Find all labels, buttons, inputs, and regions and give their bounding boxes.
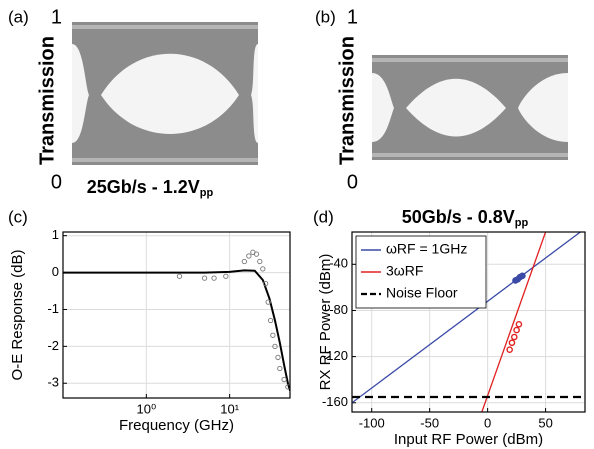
data-point (507, 347, 512, 352)
x-axis-label: Frequency (GHz) (119, 417, 234, 434)
legend-label: 3ωRF (386, 263, 423, 279)
data-point (261, 267, 265, 271)
data-point (516, 322, 521, 327)
legend-label: ωRF = 1GHz (386, 241, 467, 257)
y-tick-label: 0 (347, 171, 358, 193)
y-tick-label: -1 (47, 301, 59, 316)
caption-subscript: pp (515, 217, 529, 229)
legend: ωRF = 1GHz 3ωRF Noise Floor (356, 236, 486, 308)
data-point (278, 366, 282, 370)
y-tick-label: 0 (51, 171, 62, 193)
legend-label: Noise Floor (386, 285, 458, 301)
eye-rail (72, 158, 258, 162)
data-point (212, 276, 216, 280)
y-tick-label: -3 (47, 375, 59, 390)
panel-label: (b) (315, 7, 336, 26)
eye-rail (72, 25, 258, 29)
y-axis-label: O-E Response (dB) (9, 250, 26, 381)
figure: (a)01Transmission25Gb/s - 1.2Vpp(b)01Tra… (0, 0, 594, 449)
series-line (63, 270, 290, 390)
data-point (202, 276, 206, 280)
data-point (258, 259, 262, 263)
data-point (254, 252, 258, 256)
caption-subscript: pp (200, 187, 214, 199)
data-point (509, 340, 514, 345)
eye-diagram (72, 22, 258, 165)
data-point (514, 327, 519, 332)
plot-frame (63, 232, 290, 398)
data-point (268, 318, 272, 322)
data-point (242, 259, 246, 263)
data-point (520, 273, 525, 278)
data-point (271, 333, 275, 337)
data-point (224, 274, 228, 278)
y-tick-label: 1 (52, 227, 59, 242)
eye-diagram (372, 55, 568, 160)
caption-text: 25Gb/s - 1.2V (87, 177, 200, 197)
panel-label: (d) (313, 207, 334, 226)
y-tick-label: -2 (47, 338, 59, 353)
data-point (282, 377, 286, 381)
y-axis-label: Transmission (36, 36, 58, 165)
series-line (482, 232, 546, 412)
panel-label: (c) (8, 207, 28, 226)
y-tick-label: -160 (322, 394, 348, 409)
x-tick-label: 50 (538, 415, 552, 430)
y-tick-label: 0 (52, 264, 59, 279)
data-point (512, 334, 517, 339)
x-tick-label: -100 (359, 415, 385, 430)
eye-rail (372, 58, 568, 62)
panel-label: (a) (8, 7, 29, 26)
y-axis-label: Transmission (336, 36, 358, 165)
y-tick-label: 1 (347, 6, 358, 28)
data-point (177, 274, 181, 278)
data-point (247, 254, 251, 258)
x-tick-label: 0 (484, 415, 491, 430)
plot-area (63, 250, 290, 391)
caption: 25Gb/s - 1.2Vpp (87, 177, 214, 199)
x-tick-label: 10¹ (220, 401, 239, 416)
x-tick-label: -50 (420, 415, 439, 430)
x-axis-label: Input RF Power (dBm) (394, 431, 543, 448)
data-point (276, 355, 280, 359)
eye-rail (372, 153, 568, 157)
y-tick-label: 1 (51, 6, 62, 28)
caption: 50Gb/s - 0.8Vpp (402, 207, 529, 229)
x-tick-label: 10⁰ (136, 401, 156, 416)
caption-text: 50Gb/s - 0.8V (402, 207, 515, 227)
y-axis-label: RX RF Power (dBm) (317, 254, 334, 391)
